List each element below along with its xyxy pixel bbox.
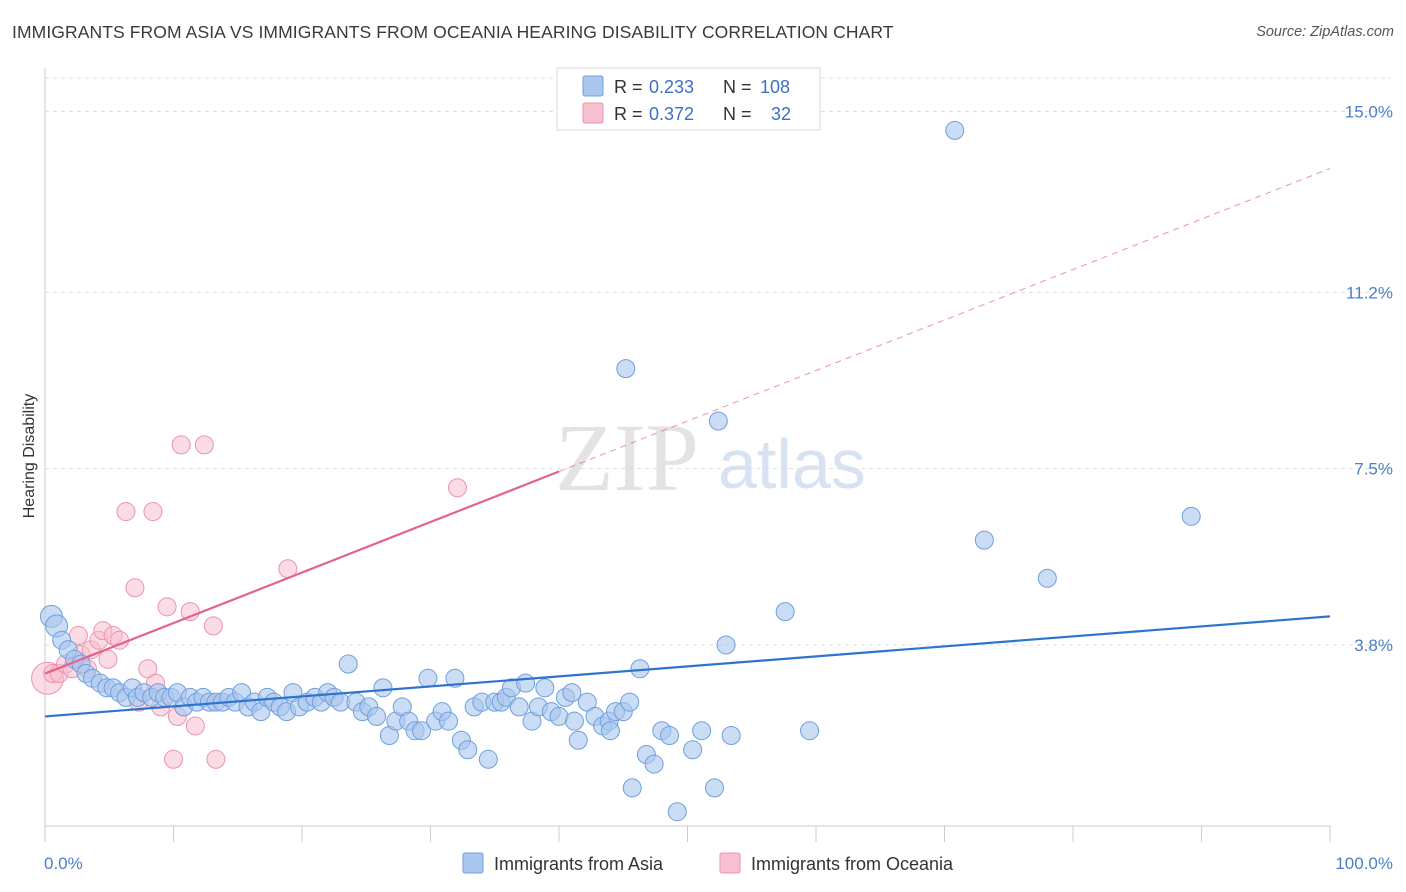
oceania-point bbox=[447, 478, 467, 498]
tick-labels: 3.8% 7.5% 11.2% 15.0% 0.0% 100.0% bbox=[44, 102, 1393, 873]
asia-point bbox=[692, 721, 712, 741]
oceania-point bbox=[203, 616, 223, 636]
asia-point bbox=[338, 654, 358, 674]
asia-point bbox=[509, 697, 529, 717]
asia-point bbox=[622, 778, 642, 798]
asia-point bbox=[458, 740, 478, 760]
asia-point bbox=[945, 120, 965, 140]
oceania-point bbox=[206, 749, 226, 769]
oceania-trend-line bbox=[44, 470, 560, 675]
asia-points bbox=[39, 120, 1201, 822]
bottom-legend-asia-label: Immigrants from Asia bbox=[494, 854, 664, 874]
watermark-atlas: atlas bbox=[718, 425, 866, 503]
asia-point bbox=[660, 725, 680, 745]
bottom-legend-asia-swatch bbox=[462, 852, 484, 874]
y-tick-label: 11.2% bbox=[1346, 283, 1393, 302]
asia-point bbox=[568, 730, 588, 750]
bottom-legend-oceania-label: Immigrants from Oceania bbox=[751, 854, 954, 874]
oceania-point bbox=[157, 597, 177, 617]
legend-oceania-swatch bbox=[582, 102, 604, 124]
asia-point bbox=[478, 749, 498, 769]
asia-point bbox=[564, 711, 584, 731]
asia-point bbox=[775, 602, 795, 622]
oceania-point bbox=[180, 602, 200, 622]
legend-asia-swatch bbox=[582, 75, 604, 97]
asia-point bbox=[704, 778, 724, 798]
asia-point bbox=[716, 635, 736, 655]
legend-oceania-n-label: N = bbox=[723, 104, 752, 124]
oceania-point bbox=[194, 435, 214, 455]
legend-oceania-r-value: 0.372 bbox=[649, 104, 694, 124]
y-axis-title: Hearing Disability bbox=[21, 394, 38, 519]
legend-asia-r-label: R = bbox=[614, 77, 643, 97]
asia-point bbox=[616, 359, 636, 379]
oceania-trend-extension bbox=[558, 168, 1331, 472]
x-tick-label: 0.0% bbox=[44, 854, 83, 873]
asia-point bbox=[373, 678, 393, 698]
asia-point bbox=[683, 740, 703, 760]
chart-title: IMMIGRANTS FROM ASIA VS IMMIGRANTS FROM … bbox=[12, 22, 894, 42]
asia-point bbox=[800, 721, 820, 741]
asia-point bbox=[667, 802, 687, 822]
oceania-point bbox=[185, 716, 205, 736]
legend-asia-n-value: 108 bbox=[760, 77, 790, 97]
asia-point bbox=[974, 530, 994, 550]
asia-point bbox=[445, 668, 465, 688]
bottom-legend: Immigrants from Asia Immigrants from Oce… bbox=[462, 852, 954, 874]
asia-trend-line bbox=[44, 615, 1331, 718]
asia-point bbox=[708, 411, 728, 431]
legend: R = 0.233 N = 108 R = 0.372 N = 32 bbox=[556, 67, 821, 131]
legend-oceania-r-label: R = bbox=[614, 104, 643, 124]
watermark-zip: ZIP bbox=[555, 404, 699, 511]
asia-point bbox=[1181, 506, 1201, 526]
asia-point bbox=[367, 706, 387, 726]
asia-point bbox=[412, 721, 432, 741]
oceania-point bbox=[125, 578, 145, 598]
asia-point bbox=[600, 721, 620, 741]
y-tick-label: 7.5% bbox=[1354, 460, 1393, 479]
legend-asia-n-label: N = bbox=[723, 77, 752, 97]
trend-lines bbox=[44, 168, 1331, 718]
axes bbox=[44, 68, 1331, 842]
asia-point bbox=[721, 725, 741, 745]
oceania-point bbox=[171, 435, 191, 455]
oceania-point bbox=[164, 749, 183, 769]
oceania-point bbox=[116, 502, 136, 522]
legend-asia-r-value: 0.233 bbox=[649, 77, 694, 97]
oceania-point bbox=[98, 649, 118, 669]
asia-point bbox=[438, 711, 458, 731]
asia-point bbox=[535, 678, 555, 698]
asia-point bbox=[620, 692, 640, 712]
oceania-point bbox=[143, 502, 163, 522]
source-label: Source: ZipAtlas.com bbox=[1256, 24, 1394, 40]
asia-point bbox=[516, 673, 536, 693]
asia-point bbox=[418, 668, 438, 688]
asia-point bbox=[1037, 568, 1057, 588]
gridlines bbox=[45, 77, 1390, 646]
x-tick-label: 100.0% bbox=[1335, 854, 1393, 873]
y-tick-label: 15.0% bbox=[1345, 102, 1393, 121]
asia-point bbox=[644, 754, 664, 774]
legend-oceania-n-value: 32 bbox=[771, 104, 791, 124]
y-tick-label: 3.8% bbox=[1354, 636, 1393, 655]
bottom-legend-oceania-swatch bbox=[719, 852, 741, 874]
asia-point bbox=[562, 683, 582, 703]
